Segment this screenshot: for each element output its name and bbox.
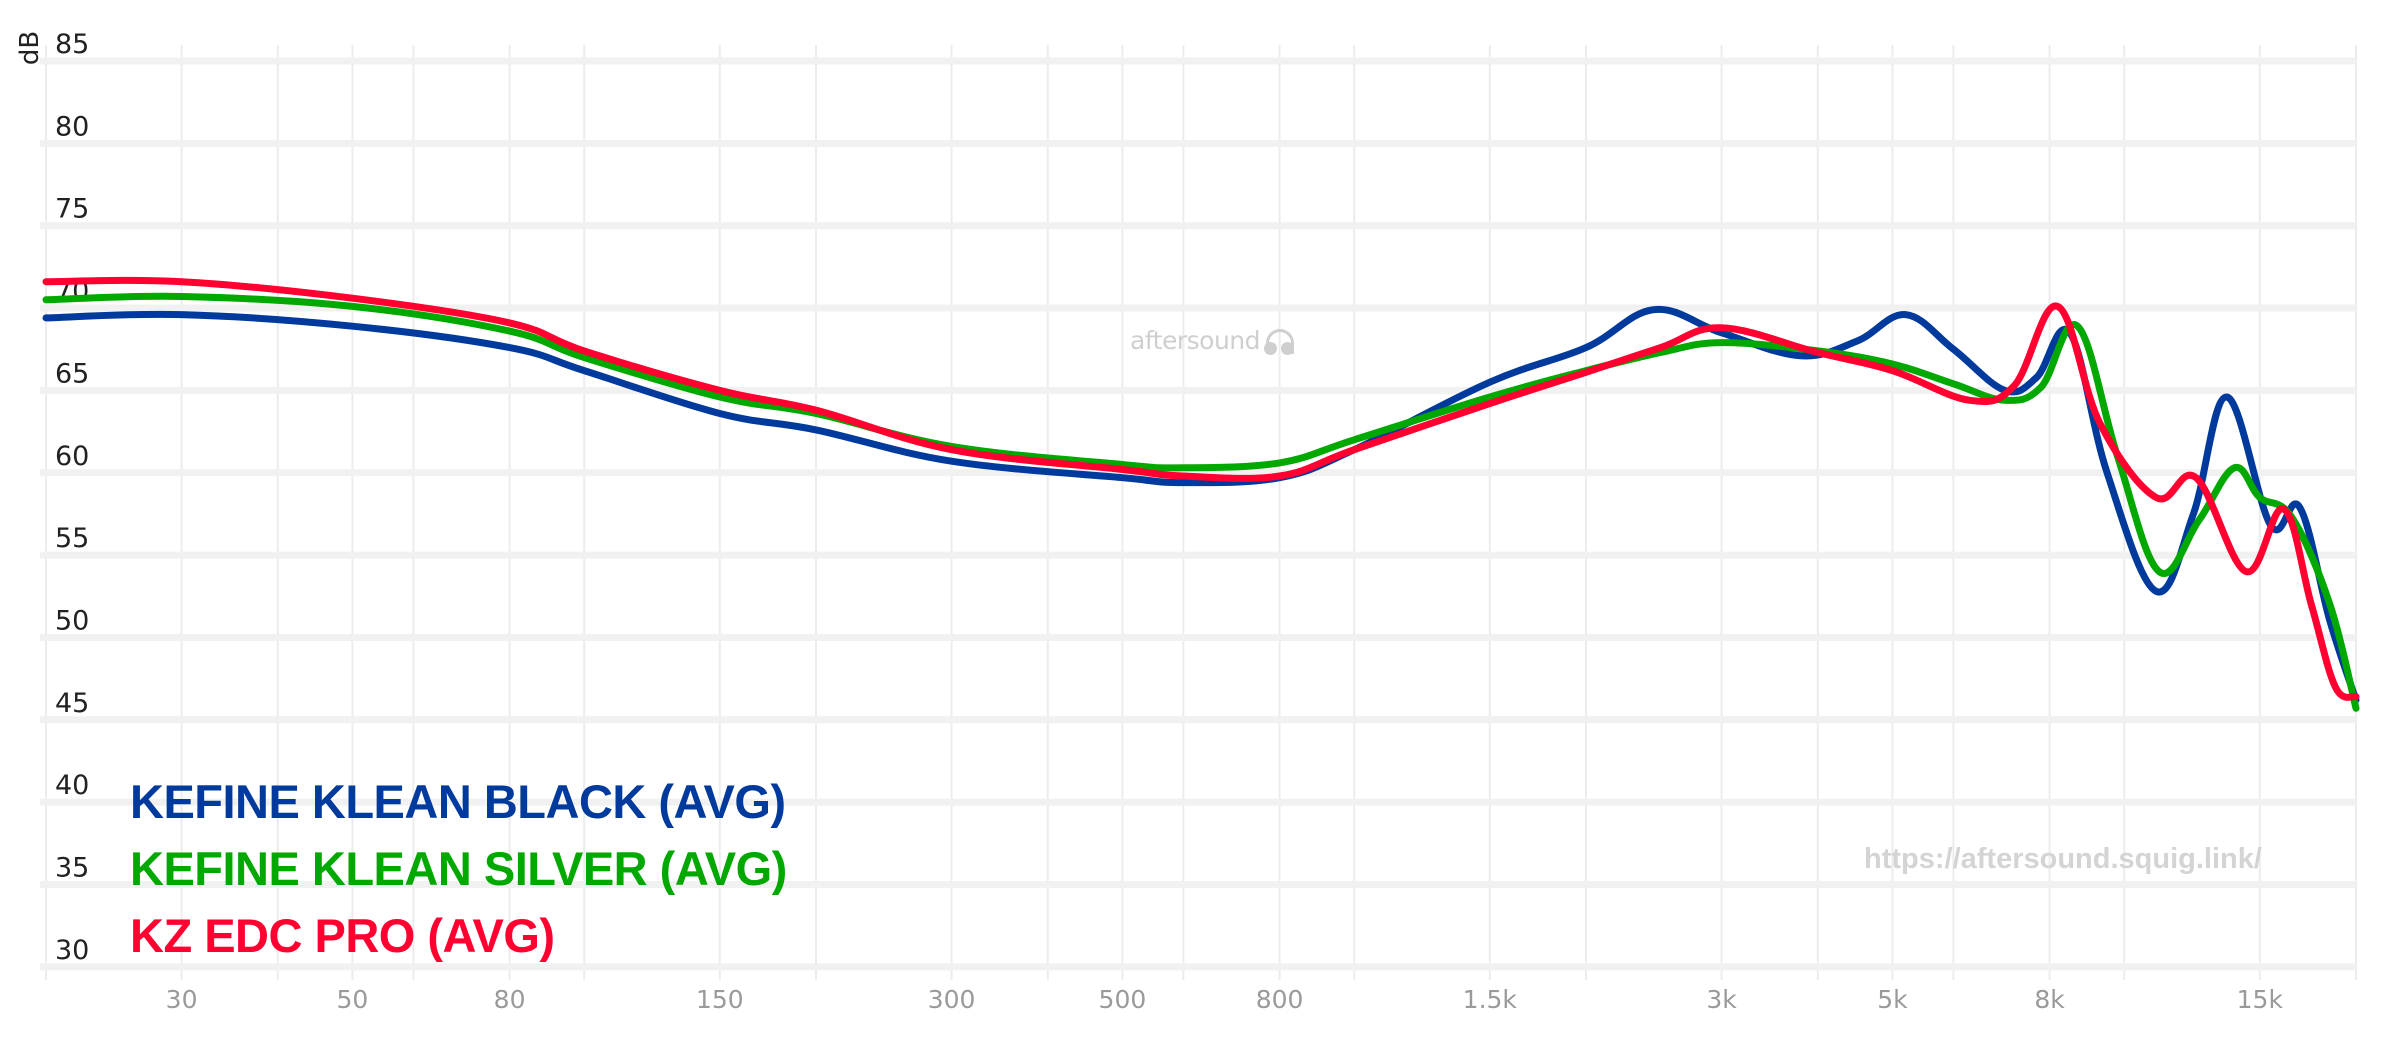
y-axis-title: dB	[15, 31, 45, 65]
grid	[40, 45, 2357, 980]
curve-kz-edc-pro-avg[interactable]	[42, 276, 2360, 701]
y-tick-label: 35	[55, 853, 89, 884]
x-tick-label: 300	[928, 985, 976, 1014]
curve-kefine-klean-silver-avg[interactable]	[42, 292, 2360, 712]
y-tick-label: 30	[55, 935, 89, 966]
legend-item-kefine-klean-silver[interactable]: KEFINE KLEAN SILVER (AVG)	[130, 842, 787, 895]
y-tick-label: 50	[55, 605, 89, 636]
y-tick-label: 80	[55, 111, 89, 142]
x-tick-label: 50	[337, 985, 369, 1014]
curve-kefine-klean-black-avg[interactable]	[42, 306, 2360, 704]
x-tick-label: 5k	[1877, 985, 1908, 1014]
watermark: aftersound	[1130, 326, 1296, 355]
x-axis-ticks: 30 50 80 150 300 500 800 1.5k 3k 5k 8k 15k	[166, 985, 2284, 1014]
legend-item-kefine-klean-black[interactable]: KEFINE KLEAN BLACK (AVG)	[130, 775, 786, 828]
legend: KEFINE KLEAN BLACK (AVG) KEFINE KLEAN SI…	[130, 768, 787, 969]
x-tick-label: 80	[494, 985, 526, 1014]
x-tick-label: 3k	[1706, 985, 1737, 1014]
x-tick-label: 150	[696, 985, 744, 1014]
curves	[42, 276, 2360, 712]
x-tick-label: 30	[166, 985, 198, 1014]
watermark-text: aftersound	[1130, 326, 1261, 355]
y-tick-label: 45	[55, 688, 89, 719]
y-tick-label: 85	[55, 29, 89, 60]
x-tick-label: 1.5k	[1463, 985, 1518, 1014]
x-tick-label: 500	[1099, 985, 1147, 1014]
x-tick-label: 800	[1256, 985, 1304, 1014]
y-tick-label: 40	[55, 770, 89, 801]
y-tick-label: 60	[55, 441, 89, 472]
site-url: https://aftersound.squig.link/	[1864, 843, 2262, 875]
y-tick-label: 75	[55, 194, 89, 225]
x-tick-label: 8k	[2034, 985, 2065, 1014]
y-tick-label: 55	[55, 523, 89, 554]
headphones-icon	[1262, 329, 1296, 355]
y-tick-label: 65	[55, 358, 89, 389]
legend-item-kz-edc-pro[interactable]: KZ EDC PRO (AVG)	[130, 909, 555, 962]
x-tick-label: 15k	[2237, 985, 2284, 1014]
